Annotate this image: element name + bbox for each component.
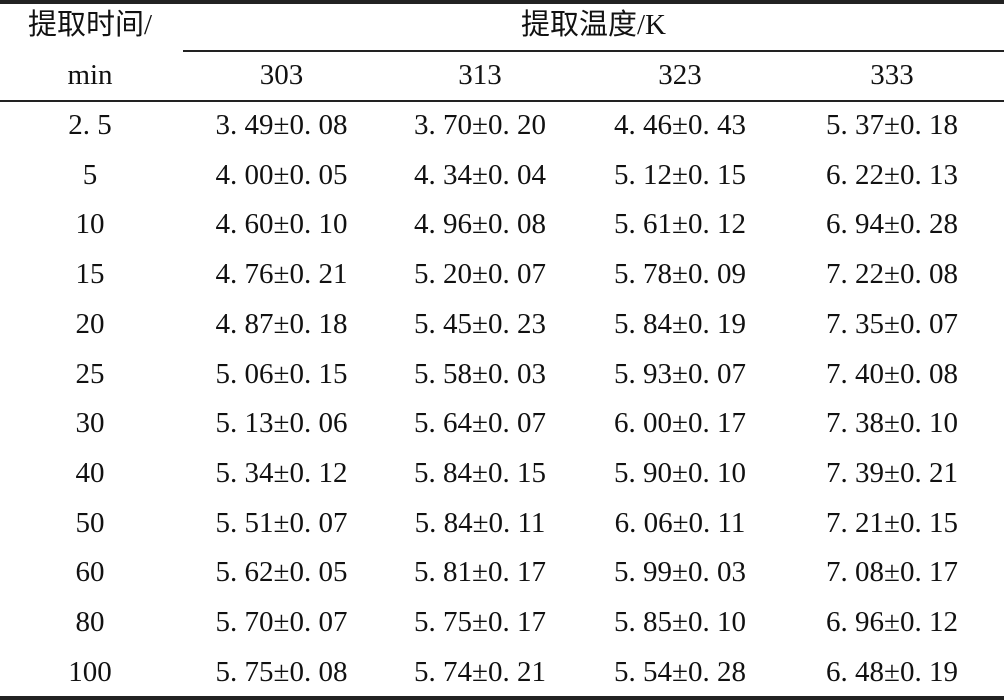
row-header-label: 提取时间/ (27, 9, 153, 41)
row-header-unit: min (67, 59, 113, 91)
value-cell: 5. 84±0. 11 (414, 506, 546, 539)
column-header: 323 (658, 59, 702, 91)
value-cell: 5. 75±0. 08 (215, 655, 348, 688)
value-cell: 6. 94±0. 28 (826, 208, 958, 241)
value-cell: 5. 54±0. 28 (614, 655, 746, 688)
time-cell: 15 (75, 258, 105, 291)
column-header: 303 (259, 59, 304, 91)
value-cell: 6. 48±0. 19 (826, 655, 958, 688)
value-cell: 5. 70±0. 07 (215, 606, 348, 638)
value-cell: 4. 96±0. 08 (414, 208, 546, 241)
value-cell: 7. 38±0. 10 (826, 407, 958, 440)
value-cell: 5. 61±0. 12 (614, 208, 746, 241)
value-cell: 6. 96±0. 12 (826, 606, 958, 638)
value-cell: 3. 70±0. 20 (414, 109, 546, 141)
value-cell: 5. 78±0. 09 (614, 258, 746, 291)
value-cell: 7. 22±0. 08 (826, 258, 958, 291)
column-header: 333 (870, 59, 914, 91)
time-cell: 2. 5 (68, 109, 112, 141)
value-cell: 7. 35±0. 07 (826, 307, 958, 340)
time-cell: 20 (75, 307, 105, 340)
value-cell: 5. 99±0. 03 (614, 556, 746, 589)
time-cell: 50 (75, 506, 105, 539)
value-cell: 5. 12±0. 15 (614, 158, 746, 191)
value-cell: 5. 74±0. 21 (414, 655, 546, 688)
value-cell: 7. 40±0. 08 (826, 357, 958, 390)
value-cell: 3. 49±0. 08 (215, 109, 348, 141)
value-cell: 4. 46±0. 43 (614, 109, 746, 141)
value-cell: 5. 85±0. 10 (614, 606, 746, 638)
value-cell: 5. 45±0. 23 (414, 307, 546, 340)
time-cell: 80 (75, 606, 105, 638)
time-cell: 100 (68, 655, 112, 688)
value-cell: 5. 93±0. 07 (614, 357, 746, 390)
value-cell: 5. 20±0. 07 (414, 258, 546, 291)
time-cell: 10 (75, 208, 105, 241)
time-cell: 5 (82, 158, 98, 191)
value-cell: 5. 37±0. 18 (826, 109, 958, 141)
header-rule (0, 100, 1004, 102)
time-cell: 40 (75, 456, 105, 489)
value-cell: 5. 84±0. 19 (614, 307, 746, 340)
value-cell: 5. 64±0. 07 (414, 407, 546, 440)
time-cell: 30 (75, 407, 105, 440)
group-header: 提取温度/K (520, 9, 666, 41)
value-cell: 5. 13±0. 06 (215, 407, 348, 440)
value-cell: 5. 34±0. 12 (215, 456, 348, 489)
value-cell: 5. 58±0. 03 (414, 357, 546, 390)
value-cell: 4. 60±0. 10 (215, 208, 348, 241)
value-cell: 7. 08±0. 17 (826, 556, 958, 589)
value-cell: 5. 81±0. 17 (414, 556, 546, 589)
value-cell: 5. 90±0. 10 (614, 456, 746, 489)
value-cell: 5. 62±0. 05 (215, 556, 348, 589)
column-header: 313 (458, 59, 502, 91)
value-cell: 5. 84±0. 15 (414, 456, 546, 489)
value-cell: 4. 76±0. 21 (215, 258, 348, 291)
value-cell: 4. 34±0. 04 (414, 158, 546, 191)
value-cell: 5. 75±0. 17 (414, 606, 546, 638)
value-cell: 5. 51±0. 07 (215, 506, 348, 539)
time-cell: 60 (75, 556, 105, 589)
value-cell: 5. 06±0. 15 (215, 357, 348, 390)
value-cell: 4. 87±0. 18 (215, 307, 348, 340)
value-cell: 6. 06±0. 11 (614, 506, 746, 539)
value-cell: 4. 00±0. 05 (215, 158, 348, 191)
time-cell: 25 (75, 357, 105, 390)
bottom-rule (0, 696, 1004, 700)
value-cell: 6. 22±0. 13 (826, 158, 958, 191)
value-cell: 6. 00±0. 17 (614, 407, 746, 440)
top-rule (0, 0, 1004, 4)
value-cell: 7. 21±0. 15 (826, 506, 958, 539)
group-header-rule (183, 50, 1004, 52)
value-cell: 7. 39±0. 21 (826, 456, 958, 489)
